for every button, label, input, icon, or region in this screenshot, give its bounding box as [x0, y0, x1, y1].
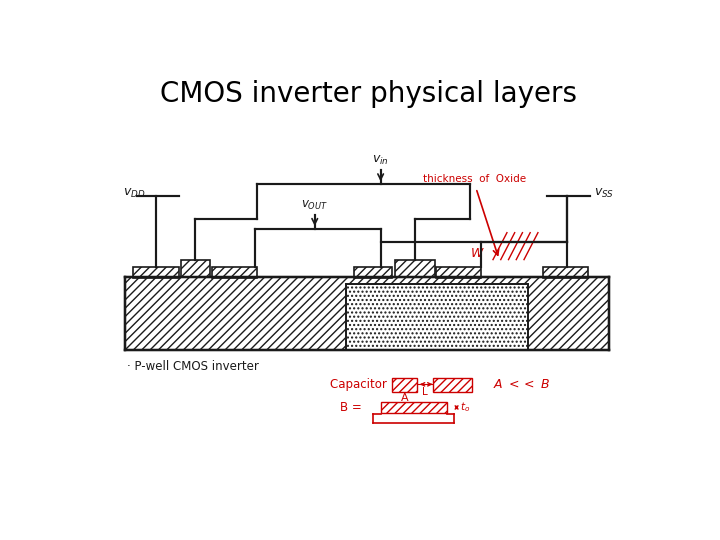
Text: $W$: $W$ [470, 247, 485, 260]
Bar [125, 276, 609, 350]
Text: Capacitor :: Capacitor : [330, 378, 395, 391]
Bar [395, 260, 435, 278]
Bar [354, 267, 392, 278]
Text: $t_o$: $t_o$ [446, 264, 457, 278]
Text: B =: B = [340, 401, 361, 414]
Bar [381, 402, 446, 413]
Text: CMOS inverter physical layers: CMOS inverter physical layers [161, 80, 577, 108]
Bar [436, 267, 482, 278]
Text: $v_{DD}$: $v_{DD}$ [122, 187, 145, 200]
Text: · P-well CMOS inverter: · P-well CMOS inverter [127, 360, 259, 373]
Text: $t_o$: $t_o$ [461, 401, 471, 414]
Text: $v_{in}$: $v_{in}$ [372, 154, 389, 167]
Bar [433, 378, 472, 392]
Bar [212, 267, 256, 278]
Text: thickness  of  Oxide: thickness of Oxide [423, 174, 526, 184]
Bar [132, 267, 179, 278]
Bar [181, 260, 210, 278]
Text: $v_{SS}$: $v_{SS}$ [594, 187, 614, 200]
Bar [346, 284, 528, 350]
Text: L: L [422, 387, 428, 397]
Text: A: A [401, 393, 408, 403]
Bar [392, 378, 417, 392]
Text: $v_{OUT}$: $v_{OUT}$ [301, 199, 328, 212]
Text: $A$ $<<$ $B$: $A$ $<<$ $B$ [493, 378, 551, 391]
Bar [544, 267, 588, 278]
